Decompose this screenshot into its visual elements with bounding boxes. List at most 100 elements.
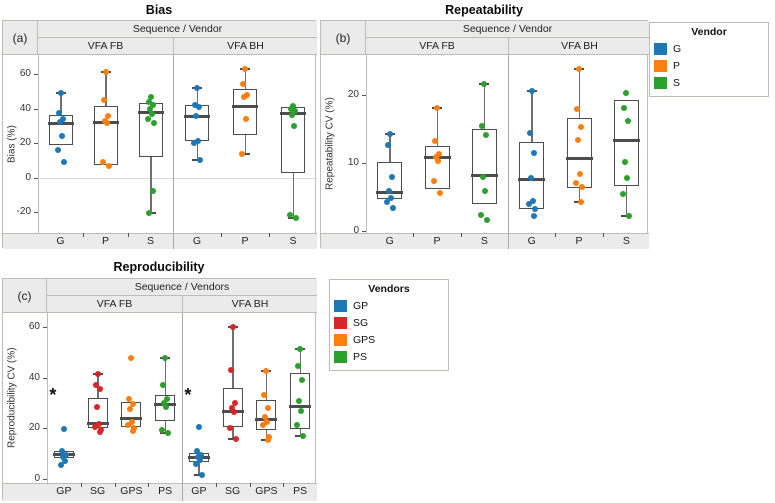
- data-point: [198, 471, 205, 478]
- data-point: [93, 403, 100, 410]
- data-point: [292, 108, 298, 115]
- x-minor-tick: [128, 233, 129, 237]
- data-point: [298, 408, 305, 415]
- data-point: [263, 368, 270, 375]
- legend-title: Vendor: [691, 26, 727, 38]
- x-tick-label: GPS: [120, 485, 143, 497]
- y-tick-label: 60: [19, 68, 31, 79]
- legend-label: G: [673, 42, 682, 55]
- data-point: [622, 159, 629, 166]
- data-point: [96, 428, 103, 435]
- data-point: [578, 198, 584, 205]
- data-point: [480, 174, 487, 181]
- x-tick-label: G: [385, 235, 394, 247]
- panel-a: (a) Sequence / Vendor VFA FB VFA BH Bias (%)…: [2, 20, 317, 249]
- data-point: [165, 429, 172, 436]
- data-point: [55, 109, 62, 116]
- whisker-low: [625, 185, 628, 216]
- data-point: [105, 163, 112, 170]
- data-point: [626, 212, 633, 219]
- data-point: [100, 96, 107, 103]
- x-axis-strip: [321, 233, 649, 249]
- legend-vendors: Vendors GP SG GPS PS: [329, 279, 449, 371]
- y-tick-label: 60: [28, 320, 40, 332]
- y-tick-label: 0: [353, 224, 359, 236]
- whisker-low: [299, 428, 302, 437]
- data-point: [126, 396, 133, 403]
- data-point: [144, 115, 151, 122]
- boxplot-median: [612, 139, 640, 143]
- whisker-high: [196, 87, 198, 106]
- legend-swatch: [334, 316, 347, 329]
- legend-swatch: [654, 76, 667, 89]
- x-minor-tick: [83, 233, 84, 237]
- data-point: [528, 88, 535, 95]
- x-minor-tick: [221, 233, 222, 237]
- facet-label-strip: VFA FB: [38, 38, 173, 55]
- x-minor-tick: [460, 233, 462, 237]
- legend-label: SG: [353, 316, 369, 329]
- data-point: [432, 137, 438, 144]
- panel-tag-cell: (a): [3, 21, 38, 55]
- boxplot-box: [613, 100, 639, 186]
- data-point: [62, 451, 69, 458]
- legend-label: S: [673, 76, 681, 89]
- data-point: [195, 137, 201, 144]
- legend-item: PS: [334, 348, 444, 365]
- legend-item: P: [654, 57, 764, 74]
- y-tick-label: 0: [34, 473, 40, 485]
- data-point: [243, 115, 249, 122]
- data-point: [623, 89, 630, 96]
- data-point: [387, 194, 394, 201]
- y-tick-mark: [34, 108, 38, 110]
- data-point: [104, 113, 111, 120]
- y-tick-mark: [34, 143, 38, 145]
- panel-b: (b) Sequence / Vendor VFA FB VFA BH Repeatab…: [320, 20, 650, 249]
- data-point: [573, 179, 579, 186]
- y-tick-mark: [34, 74, 38, 75]
- legend-item: GPS: [334, 331, 444, 348]
- x-tick-label: PS: [293, 485, 308, 497]
- x-tick-label: SG: [225, 485, 241, 497]
- legend-swatch: [654, 59, 667, 72]
- data-point: [148, 110, 155, 117]
- data-point: [481, 80, 488, 87]
- data-point: [162, 354, 169, 361]
- y-tick-mark: [362, 162, 366, 164]
- data-point: [242, 65, 248, 72]
- x-tick-label: S: [480, 235, 488, 247]
- data-point: [227, 367, 234, 374]
- data-point: [299, 376, 306, 383]
- x-tick-label: S: [146, 235, 154, 247]
- data-point: [195, 424, 202, 431]
- x-tick-label: GP: [56, 485, 72, 497]
- data-point: [241, 94, 247, 101]
- data-point: [59, 115, 66, 122]
- data-point: [54, 147, 61, 154]
- data-point: [197, 157, 203, 164]
- data-point: [437, 189, 443, 196]
- data-point: [228, 405, 235, 412]
- data-point: [434, 105, 440, 112]
- x-minor-tick: [602, 233, 604, 237]
- data-point: [127, 405, 134, 412]
- data-point: [161, 400, 168, 407]
- y-tick-label: 40: [28, 371, 40, 383]
- data-point: [288, 105, 294, 112]
- data-point: [579, 184, 585, 191]
- whisker-low: [244, 135, 246, 155]
- data-point: [576, 66, 582, 73]
- plot-left-spine: [47, 313, 48, 483]
- data-point: [261, 392, 268, 399]
- data-point: [58, 448, 65, 455]
- y-tick-label: 20: [28, 422, 40, 434]
- whisker-low: [150, 156, 152, 214]
- facet-label-strip: VFA BH: [173, 38, 317, 55]
- data-point: [294, 422, 301, 429]
- facet-header-strip: Sequence / Vendor: [38, 21, 317, 38]
- data-point: [61, 457, 68, 464]
- whisker-low: [164, 420, 167, 433]
- data-point: [60, 159, 67, 166]
- data-point: [194, 454, 201, 461]
- data-point: [130, 401, 137, 408]
